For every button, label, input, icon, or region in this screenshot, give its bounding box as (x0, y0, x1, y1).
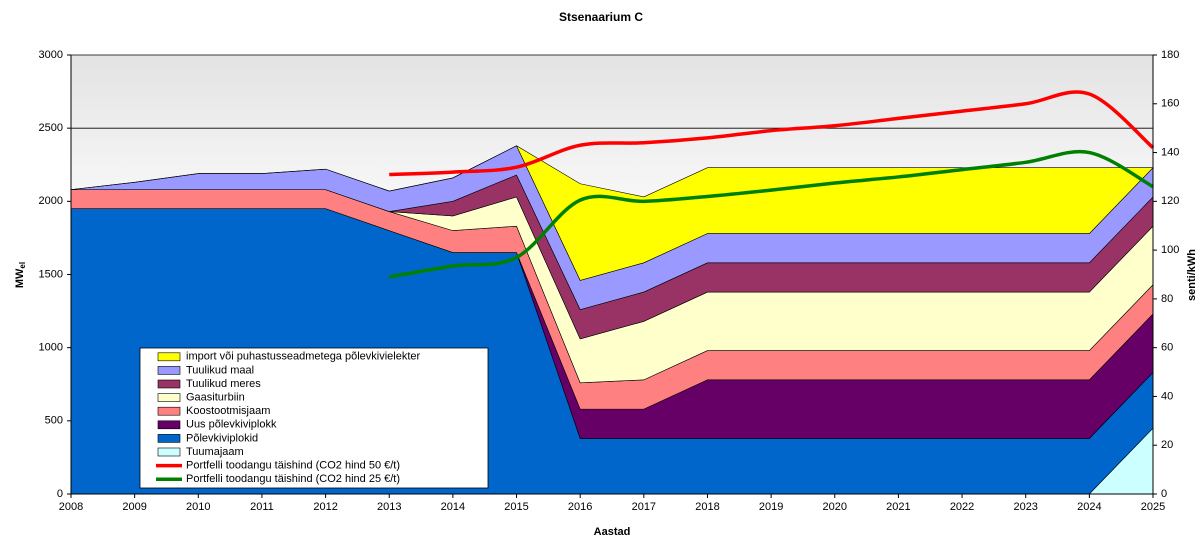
y2-tick-label: 20 (1161, 439, 1173, 451)
legend-swatch (157, 420, 181, 430)
x-tick-label: 2011 (250, 501, 274, 513)
legend-swatch (157, 352, 181, 362)
y2-tick-label: 100 (1161, 244, 1179, 256)
legend-label: Tuulikud meres (186, 378, 261, 390)
y-tick-label: 1500 (39, 268, 63, 280)
axes: 0 500 1000 1500 2000 2500 3000 0 20 40 60 80 100 120 1… (39, 49, 1180, 513)
y2-axis-label: senti/kWh (1186, 249, 1198, 301)
legend-label: import või puhastusseadmetega põlevkivie… (186, 351, 421, 363)
y-axis-label-text: MW (14, 268, 26, 288)
line (388, 149, 1154, 279)
y2-tick-label: 80 (1161, 293, 1173, 305)
legend-swatch (157, 434, 181, 443)
x-tick-label: 2014 (441, 501, 465, 513)
legend-swatch (157, 379, 181, 389)
x-tick-label: 2013 (377, 501, 401, 513)
x-tick-label: 2020 (823, 501, 847, 513)
legend-label: Portfelli toodangu täishind (CO2 hind 50… (186, 460, 400, 472)
legend-swatch (157, 447, 181, 457)
y-tick-label: 500 (45, 415, 63, 427)
y-tick-label: 2500 (39, 122, 63, 134)
legend-box (139, 347, 489, 489)
legend-swatch (157, 393, 181, 402)
y-axis-label: MWel (14, 262, 27, 288)
y2-tick-label: 60 (1161, 342, 1173, 354)
legend-label: Portfelli toodangu täishind (CO2 hind 25… (186, 473, 400, 485)
y-tick-label: 3000 (39, 49, 63, 61)
legend-label: Tuumajaam (186, 446, 244, 458)
x-tick-label: 2016 (568, 501, 592, 513)
x-tick-label: 2021 (886, 501, 910, 513)
y-tick-label: 0 (57, 488, 63, 500)
x-tick-label: 2009 (122, 501, 146, 513)
x-tick-label: 2010 (186, 501, 210, 513)
legend-label: Põlevkiviplokid (186, 432, 258, 444)
x-tick-label: 2015 (504, 501, 528, 513)
y2-tick-label: 180 (1161, 49, 1179, 61)
y-axis-label-subscript: el (18, 262, 27, 269)
legend-label: Koostootmisjaam (186, 405, 270, 417)
y2-tick-label: 40 (1161, 390, 1173, 402)
line (389, 90, 1155, 177)
y2-tick-label: 0 (1161, 488, 1167, 500)
legend-label: Gaasiturbiin (186, 392, 245, 404)
y-tick-label: 2000 (39, 195, 63, 207)
legend-label: Tuulikud maal (186, 364, 254, 376)
x-tick-label: 2008 (59, 501, 83, 513)
x-tick-label: 2022 (950, 501, 974, 513)
x-tick-label: 2017 (632, 501, 656, 513)
y2-tick-label: 120 (1161, 195, 1179, 207)
y-tick-label: 1000 (39, 342, 63, 354)
legend-swatch (157, 406, 181, 416)
legend-label: Uus põlevkiviplokk (186, 419, 277, 431)
legend: import või puhastusseadmetega põlevkivie… (139, 347, 489, 489)
x-tick-label: 2018 (695, 501, 719, 513)
x-axis-label: Aastad (594, 526, 631, 538)
lines (388, 90, 1155, 279)
x-tick-label: 2019 (759, 501, 783, 513)
x-tick-label: 2024 (1077, 501, 1101, 513)
legend-swatch (157, 366, 181, 375)
y2-tick-label: 140 (1161, 146, 1179, 158)
y2-tick-label: 160 (1161, 98, 1179, 110)
x-tick-label: 2012 (313, 501, 337, 513)
x-tick-label: 2023 (1013, 501, 1037, 513)
chart-title: Stsenaarium C (559, 10, 643, 24)
x-tick-label: 2025 (1141, 501, 1165, 513)
